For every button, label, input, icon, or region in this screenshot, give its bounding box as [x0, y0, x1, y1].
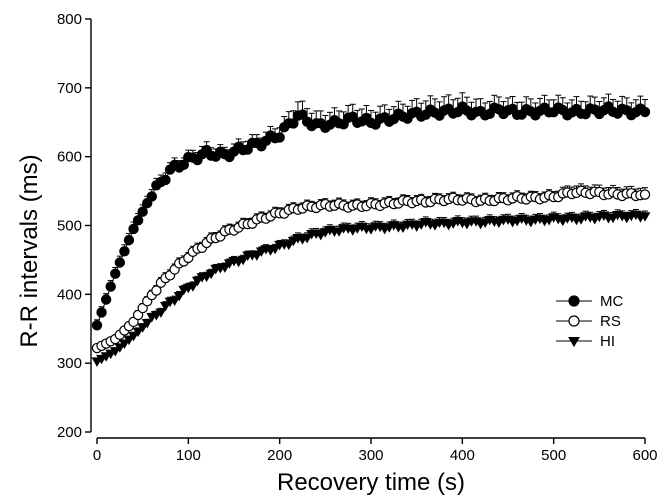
data-point — [237, 255, 249, 266]
data-point — [173, 291, 185, 302]
data-point — [118, 339, 130, 349]
y-tick-label: 800 — [57, 11, 82, 28]
legend-label: RS — [600, 313, 621, 330]
data-point — [132, 215, 144, 226]
series-rs — [91, 183, 651, 354]
y-axis: 200 300 400 500 600 700 800 — [57, 11, 92, 441]
x-axis: 0 100 200 300 400 500 600 — [93, 437, 658, 464]
data-point — [160, 301, 171, 312]
x-tick-label: 600 — [632, 447, 657, 464]
data-point — [333, 227, 345, 237]
data-point — [137, 323, 149, 333]
legend-marker — [568, 295, 580, 307]
data-point — [297, 109, 308, 120]
x-tick-label: 100 — [176, 447, 201, 464]
data-point — [251, 251, 263, 261]
x-tick-label: 0 — [93, 447, 101, 464]
y-tick-label: 600 — [57, 149, 82, 166]
data-point — [151, 285, 162, 296]
data-point — [114, 257, 126, 268]
x-tick-label: 500 — [541, 447, 566, 464]
data-point — [187, 282, 199, 292]
legend-item-mc: MC — [556, 293, 623, 310]
plot-area — [91, 92, 651, 367]
data-point — [146, 191, 157, 202]
data-point — [269, 244, 281, 255]
y-tick-label: 200 — [57, 424, 82, 441]
data-point — [91, 320, 103, 331]
y-tick-label: 300 — [57, 355, 82, 372]
data-point — [110, 268, 121, 279]
data-point — [114, 343, 126, 353]
y-axis-title: R-R intervals (ms) — [16, 154, 43, 347]
legend-marker — [568, 337, 580, 348]
data-point — [288, 118, 299, 129]
data-point — [639, 106, 651, 118]
data-point — [137, 206, 148, 217]
data-point — [155, 308, 167, 318]
y-tick-label: 400 — [57, 286, 82, 303]
x-tick-label: 300 — [358, 447, 383, 464]
data-point — [132, 327, 144, 338]
data-point — [283, 240, 295, 251]
data-point — [274, 132, 285, 143]
data-point — [639, 189, 651, 200]
data-point — [96, 307, 107, 318]
data-point — [160, 174, 171, 186]
data-point — [123, 234, 135, 246]
data-point — [178, 159, 189, 171]
series-hi — [91, 208, 651, 367]
data-point — [100, 294, 112, 305]
series-line-hi — [96, 213, 646, 362]
data-point — [219, 263, 231, 273]
data-point — [123, 335, 135, 346]
y-tick-label: 700 — [57, 80, 82, 97]
legend-marker — [568, 315, 580, 327]
data-point — [169, 296, 181, 306]
legend-label: MC — [600, 293, 623, 310]
data-point — [639, 212, 651, 222]
data-point — [141, 319, 153, 329]
legend: MC RS HI — [556, 293, 623, 350]
y-tick-label: 500 — [57, 218, 82, 235]
legend-item-rs: RS — [556, 313, 621, 330]
x-tick-label: 400 — [450, 447, 475, 464]
data-point — [128, 223, 139, 235]
legend-item-hi: HI — [556, 333, 615, 350]
data-point — [301, 233, 313, 244]
x-axis-title: Recovery time (s) — [277, 469, 465, 496]
data-point — [205, 269, 217, 280]
data-point — [109, 347, 121, 357]
data-point — [128, 331, 140, 342]
data-point — [119, 246, 130, 257]
series-mc — [91, 92, 651, 331]
legend-label: HI — [600, 333, 615, 350]
data-point — [105, 281, 116, 292]
data-point — [191, 276, 203, 287]
x-tick-label: 200 — [267, 447, 292, 464]
